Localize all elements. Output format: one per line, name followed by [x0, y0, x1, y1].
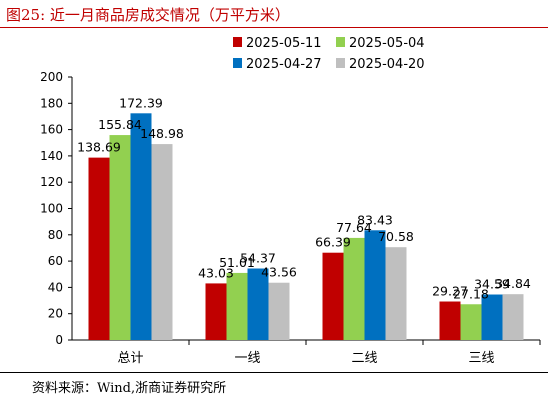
bar-series: [88, 113, 524, 340]
data-label: 155.84: [98, 117, 142, 132]
y-tick-label: 100: [40, 202, 63, 216]
bar: [385, 247, 407, 340]
data-label: 66.39: [315, 235, 351, 250]
title-rule: [0, 27, 548, 28]
y-tick-label: 200: [40, 70, 63, 84]
bar: [130, 113, 152, 340]
data-label: 27.18: [453, 286, 489, 301]
data-label: 70.58: [378, 229, 414, 244]
legend-swatch: [233, 58, 242, 68]
x-tick-label: 二线: [351, 351, 377, 366]
data-label: 54.37: [240, 251, 276, 266]
legend-label: 2025-05-04: [349, 36, 425, 51]
data-label: 172.39: [119, 95, 163, 110]
bar: [268, 282, 290, 340]
y-tick-label: 140: [40, 149, 63, 163]
legend-swatch: [336, 37, 345, 47]
bar: [343, 237, 365, 340]
source-note: 资料来源：Wind,浙商证券研究所: [32, 381, 227, 396]
data-label: 148.98: [140, 126, 184, 141]
y-tick-label: 20: [48, 307, 63, 321]
y-tick-label: 80: [48, 228, 63, 242]
y-tick-label: 0: [55, 333, 63, 347]
bar: [439, 301, 461, 340]
data-label: 43.03: [198, 265, 234, 280]
legend-label: 2025-05-11: [246, 36, 322, 51]
data-label: 34.59: [474, 277, 510, 292]
legend-label: 2025-04-27: [246, 57, 322, 72]
y-tick-label: 120: [40, 175, 63, 189]
figure-title: 图25: 近一月商品房成交情况（万平方米）: [6, 6, 290, 24]
y-tick-label: 60: [48, 254, 63, 268]
x-axis: 总计 一线 二线 三线: [72, 339, 541, 366]
data-label: 77.64: [336, 220, 372, 235]
bar: [151, 144, 173, 340]
bar: [205, 283, 227, 340]
data-label: 138.69: [77, 140, 121, 155]
bar: [322, 252, 344, 340]
bar: [247, 268, 269, 340]
x-tick-label: 一线: [234, 351, 260, 366]
y-tick-label: 40: [48, 280, 63, 294]
y-tick-label: 160: [40, 123, 63, 137]
bar: [502, 294, 524, 340]
bar: [88, 157, 110, 340]
bar: [226, 272, 248, 340]
y-tick-label: 180: [40, 96, 63, 110]
x-tick-label: 总计: [117, 351, 143, 366]
bar: [109, 135, 131, 340]
legend-swatch: [336, 58, 345, 68]
bar-chart: 2025-05-11 2025-05-04 2025-04-27 2025-04-20…: [40, 36, 541, 366]
legend-label: 2025-04-20: [349, 57, 425, 72]
data-labels: 138.69 155.84 172.39 148.98 43.0351.0154.374…: [77, 95, 531, 301]
bottom-rule: [0, 372, 548, 373]
data-label: 43.56: [261, 265, 297, 280]
data-label: 83.43: [357, 212, 393, 227]
legend-swatch: [233, 37, 242, 47]
x-tick-label: 三线: [468, 351, 494, 366]
y-axis: 0 20 40 60 80 100 120 140 160 180 200: [40, 70, 73, 347]
bar: [481, 294, 503, 340]
data-label: 51.01: [219, 255, 255, 270]
bar: [364, 230, 386, 340]
bar: [460, 304, 482, 340]
data-label: 34.84: [495, 276, 531, 291]
data-label: 29.27: [432, 284, 468, 299]
chart-legend: 2025-05-11 2025-05-04 2025-04-27 2025-04-20: [233, 36, 425, 72]
